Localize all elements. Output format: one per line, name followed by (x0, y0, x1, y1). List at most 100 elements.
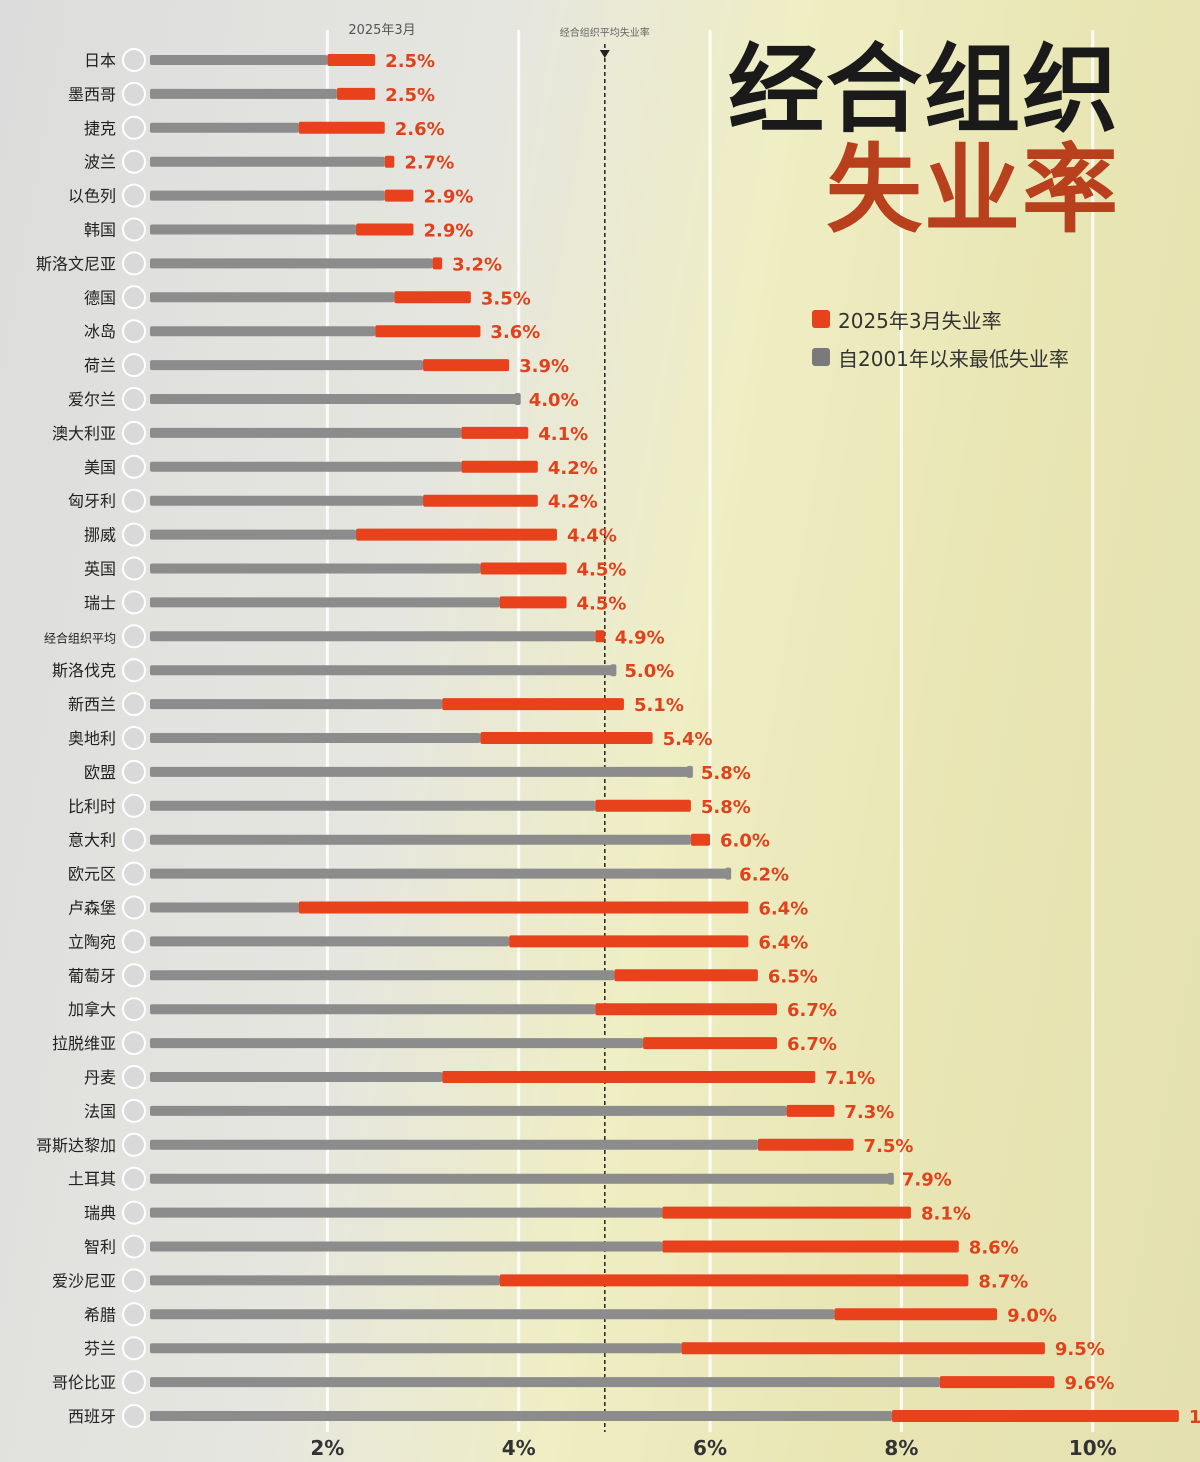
current-bar (595, 799, 691, 812)
current-bar (690, 833, 711, 846)
country-flag (122, 81, 146, 106)
legend-label-current: 2025年3月失业率 (838, 308, 1002, 333)
country-flag (122, 183, 146, 208)
current-bar (336, 87, 376, 100)
value-label: 6.0% (720, 831, 770, 852)
country-flag (122, 692, 146, 717)
country-flag (122, 1065, 146, 1089)
current-bar (662, 1206, 911, 1219)
reference-arrow (599, 50, 610, 58)
country-label: 芬兰 (84, 1339, 116, 1358)
lowest-bar (150, 1038, 644, 1049)
country-flag (122, 454, 146, 479)
lowest-bar (150, 1072, 443, 1082)
country-flag (122, 149, 146, 174)
value-label: 4.0% (529, 390, 579, 411)
value-label: 4.9% (615, 627, 665, 648)
current-bar (375, 325, 481, 338)
current-bar (384, 189, 414, 202)
country-flag (122, 556, 146, 581)
legend-swatch-lowest (812, 348, 830, 366)
lowest-bar (150, 360, 424, 371)
country-flag (122, 1268, 146, 1293)
country-flag (122, 488, 146, 513)
country-label: 希腊 (84, 1305, 116, 1324)
value-label: 2.7% (404, 153, 454, 174)
country-label: 日本 (84, 51, 116, 70)
lowest-bar (150, 563, 481, 574)
lowest-bar (150, 1207, 663, 1218)
value-label: 6.7% (787, 1000, 837, 1021)
country-flag (122, 895, 146, 920)
lowest-bar (150, 665, 615, 676)
current-bar (298, 901, 749, 914)
country-flag (122, 963, 146, 988)
current-bar (384, 155, 395, 168)
value-label: 3.9% (519, 356, 569, 377)
x-tick-label: 2% (310, 1436, 344, 1460)
lowest-bar (150, 529, 357, 540)
value-label: 2.9% (423, 187, 473, 208)
country-flag (122, 590, 146, 615)
country-flag (122, 624, 146, 649)
country-label: 经合组织平均 (44, 630, 116, 645)
current-bar (509, 935, 749, 948)
country-flag (122, 929, 146, 954)
country-label: 波兰 (84, 153, 116, 172)
country-flag (122, 827, 146, 852)
country-flag (122, 522, 146, 547)
lowest-bar (150, 970, 615, 981)
value-label: 7.5% (864, 1136, 914, 1157)
value-label: 6.4% (758, 932, 808, 953)
value-label: 4.5% (577, 593, 627, 614)
country-label: 卢森堡 (68, 899, 116, 918)
country-label: 土耳其 (68, 1170, 116, 1189)
value-label: 5.8% (701, 797, 751, 818)
country-label: 以色列 (68, 187, 116, 206)
value-label: 2.9% (423, 221, 473, 242)
country-label: 欧元区 (68, 865, 116, 884)
country-label: 哥伦比亚 (52, 1373, 116, 1392)
legend-swatch-current (812, 310, 830, 328)
value-label: 4.2% (548, 458, 598, 479)
country-flag (122, 319, 146, 344)
value-label: 5.4% (663, 729, 713, 750)
lowest-bar (150, 122, 299, 133)
country-label: 澳大利亚 (52, 424, 116, 443)
country-flag (122, 1234, 146, 1259)
country-label: 捷克 (84, 119, 116, 138)
legend: 2025年3月失业率 自2001年以来最低失业率 (812, 300, 1069, 376)
lowest-bar (150, 394, 519, 404)
current-bar (423, 359, 510, 372)
chart-title: 经合组织 失业率 (728, 40, 1120, 240)
country-label: 法国 (84, 1102, 116, 1121)
current-bar (394, 291, 471, 304)
current-bar (442, 698, 624, 711)
country-label: 爱尔兰 (68, 390, 116, 409)
current-bar (939, 1376, 1055, 1389)
lowest-bar (150, 631, 596, 642)
country-label: 比利时 (68, 797, 116, 816)
reference-label: 2025年3月 (348, 23, 415, 38)
country-label: 匈牙利 (68, 492, 116, 511)
country-label: 瑞典 (84, 1204, 116, 1223)
lowest-bar (150, 156, 385, 167)
value-label: 7.9% (902, 1170, 952, 1191)
country-label: 奥地利 (68, 729, 116, 748)
country-flag (122, 658, 146, 683)
country-flag (122, 1336, 146, 1361)
current-bar (614, 969, 758, 982)
x-tick-label: 8% (884, 1436, 918, 1460)
title-line-2: 失业率 (826, 134, 1120, 246)
country-label: 拉脱维亚 (52, 1034, 116, 1053)
country-flag (122, 1132, 146, 1157)
current-bar (834, 1308, 998, 1321)
current-bar (298, 121, 385, 134)
current-bar (480, 562, 567, 575)
country-flag (122, 1200, 146, 1225)
lowest-bar (150, 326, 376, 337)
current-bar (327, 54, 376, 66)
lowest-bar (150, 495, 424, 506)
lowest-bar (150, 733, 481, 743)
current-marker (725, 867, 732, 880)
